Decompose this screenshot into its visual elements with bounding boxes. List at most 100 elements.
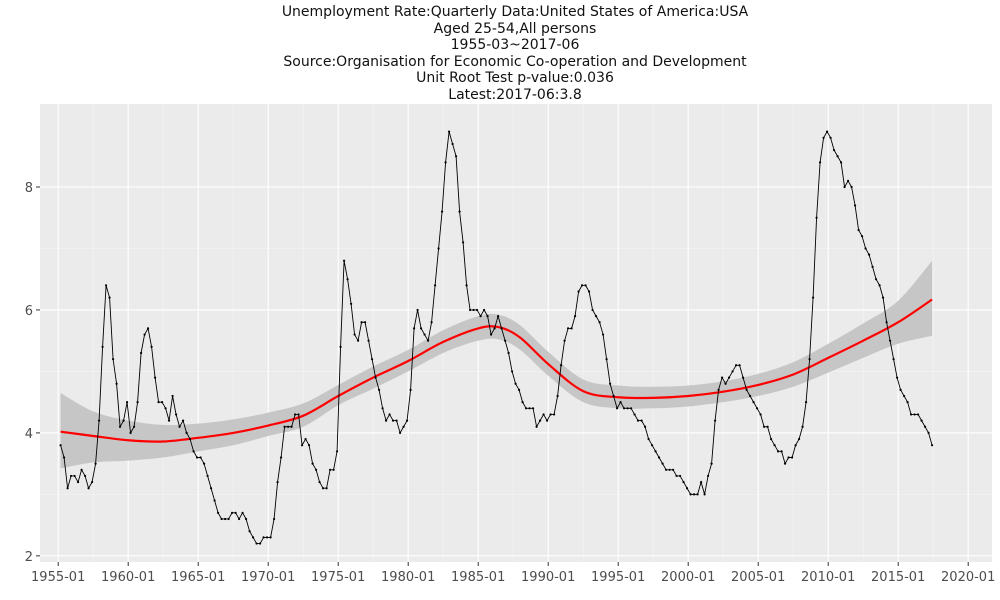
data-point — [605, 358, 608, 361]
data-point — [300, 444, 304, 447]
data-point — [360, 321, 363, 324]
data-point — [636, 419, 640, 422]
data-point — [580, 284, 584, 287]
data-point — [167, 419, 171, 422]
data-point — [227, 517, 230, 521]
data-point — [76, 480, 80, 484]
data-point — [867, 253, 871, 256]
data-point — [864, 247, 867, 250]
data-point — [769, 437, 773, 441]
confidence-band-area — [60, 260, 933, 469]
data-point — [839, 161, 843, 164]
data-point — [241, 511, 244, 514]
data-point — [881, 296, 885, 299]
data-point — [622, 407, 626, 410]
data-point — [899, 388, 902, 391]
data-point — [871, 265, 874, 269]
data-point — [895, 376, 899, 379]
data-point — [80, 468, 83, 471]
data-point — [570, 327, 573, 330]
loess-trend-line — [60, 298, 933, 443]
data-point — [668, 468, 671, 471]
data-point — [59, 444, 62, 447]
data-series — [59, 130, 934, 545]
data-point — [367, 339, 370, 342]
data-point — [199, 456, 202, 459]
data-point — [563, 339, 566, 342]
data-point — [535, 425, 538, 428]
data-point — [269, 536, 272, 539]
data-point — [584, 284, 587, 287]
data-point — [671, 468, 675, 471]
data-point — [339, 345, 342, 348]
data-point — [472, 308, 475, 312]
axes: 1955-01 1960-01 1965-01 1970-01 1975-01 1980-… — [25, 181, 996, 585]
data-point — [675, 474, 678, 478]
data-point — [237, 517, 241, 521]
data-point — [773, 444, 776, 447]
data-point — [787, 456, 790, 459]
data-point — [398, 431, 402, 434]
data-point — [363, 321, 367, 324]
data-point — [552, 413, 556, 416]
data-point — [164, 407, 167, 410]
x-tick-label: 2020-01 — [941, 570, 995, 585]
data-point — [370, 358, 374, 361]
data-point — [902, 394, 906, 398]
data-point — [608, 382, 612, 385]
data-point — [741, 376, 745, 379]
data-point — [412, 327, 416, 330]
data-point — [703, 493, 706, 496]
data-point — [118, 425, 122, 428]
data-point — [213, 499, 216, 502]
data-point — [598, 321, 601, 324]
chart-title: Unemployment Rate:Quarterly Data:United … — [0, 4, 1000, 103]
data-point — [853, 204, 857, 207]
data-point — [255, 542, 258, 545]
data-point — [850, 185, 853, 189]
data-point — [801, 425, 804, 428]
data-point — [447, 130, 451, 133]
data-point — [626, 407, 629, 410]
grid-lines — [40, 104, 992, 562]
data-point — [521, 401, 524, 404]
data-point — [143, 333, 146, 336]
data-point — [923, 425, 927, 428]
data-point — [745, 388, 748, 391]
data-point — [682, 480, 685, 484]
data-point — [909, 413, 913, 416]
data-point — [73, 474, 76, 478]
data-point — [720, 376, 724, 379]
data-point — [545, 419, 549, 422]
data-point — [402, 425, 405, 428]
data-point — [332, 468, 335, 471]
title-line-1: Unemployment Rate:Quarterly Data:United … — [281, 4, 749, 20]
data-point — [713, 419, 717, 422]
data-point — [216, 511, 220, 514]
data-point — [279, 456, 283, 459]
data-point — [461, 241, 465, 244]
data-point — [846, 179, 850, 182]
data-point — [510, 370, 514, 373]
data-point — [650, 444, 654, 447]
data-point — [514, 382, 517, 385]
data-point — [468, 308, 472, 312]
data-point — [87, 487, 90, 490]
data-point — [321, 487, 325, 490]
data-point — [318, 480, 321, 484]
data-point — [503, 339, 507, 342]
data-point — [129, 431, 132, 434]
data-point — [475, 308, 479, 312]
data-point — [734, 364, 738, 367]
trend-line — [60, 298, 933, 443]
data-point — [804, 401, 808, 404]
data-point — [885, 321, 888, 324]
data-point — [664, 468, 668, 471]
data-point — [104, 284, 108, 287]
data-point — [66, 487, 69, 490]
data-point — [647, 437, 650, 441]
x-tick-label: 1955-01 — [31, 570, 85, 585]
data-point — [202, 462, 206, 465]
data-point — [615, 407, 619, 410]
